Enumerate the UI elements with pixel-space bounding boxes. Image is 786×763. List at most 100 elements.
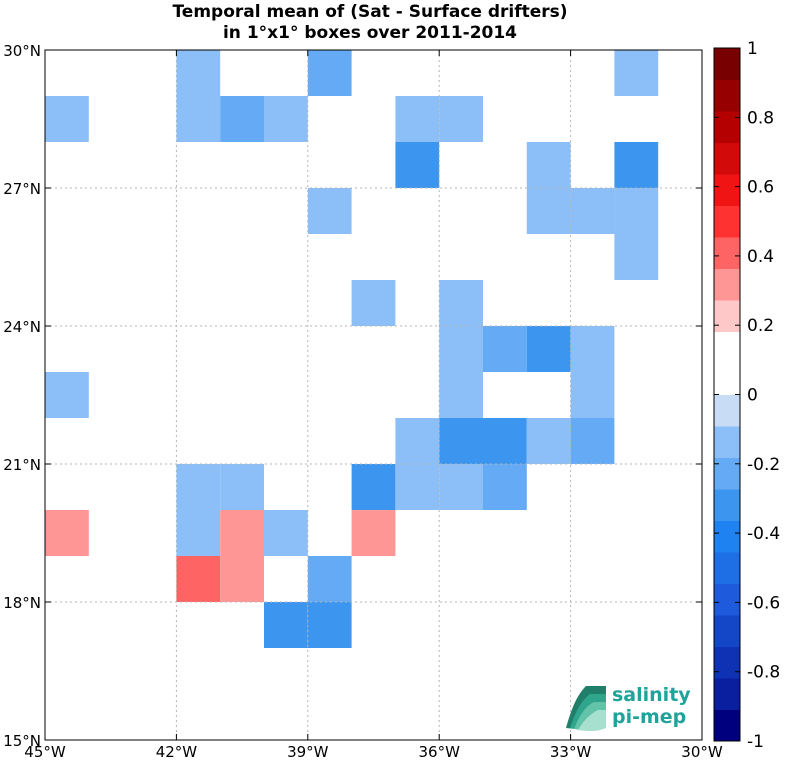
heatmap-cell xyxy=(439,418,483,464)
heatmap-cell xyxy=(483,510,527,556)
colorbar-tick-label: 0.4 xyxy=(747,247,774,267)
heatmap-cell xyxy=(614,50,659,96)
heatmap-cell xyxy=(176,556,221,602)
heatmap-cell xyxy=(439,464,483,510)
colorbar-tick-label: 0 xyxy=(747,386,758,406)
chart-title-line-1: Temporal mean of (Sat - Surface drifters… xyxy=(172,2,567,22)
colorbar-tick-label: 1 xyxy=(747,39,758,59)
colorbar-segment xyxy=(714,615,740,647)
colorbar-segment xyxy=(714,268,740,301)
heatmap-cell xyxy=(483,418,527,464)
logo-text-salinity: salinity xyxy=(612,684,691,706)
heatmap-cell xyxy=(351,464,396,510)
colorbar-segment xyxy=(714,331,740,364)
heatmap-cell xyxy=(351,280,396,326)
heatmap-cell xyxy=(570,326,615,372)
colorbar-segment xyxy=(714,237,740,269)
heatmap-cell xyxy=(395,96,440,142)
heatmap-cell xyxy=(395,142,440,188)
colorbar-tick-label: -0.8 xyxy=(747,663,780,683)
grid-lines xyxy=(45,50,702,740)
heatmap-cell xyxy=(220,96,264,142)
x-tick-label: 33°W xyxy=(550,743,592,761)
x-tick-label: 42°W xyxy=(156,743,198,761)
colorbar-segment xyxy=(714,520,740,553)
heatmap-cell xyxy=(351,510,396,556)
heatmap-cell xyxy=(176,510,221,556)
heatmap-cells xyxy=(45,50,659,648)
waves-icon xyxy=(566,686,606,732)
heatmap-cell xyxy=(176,96,221,142)
heatmap-cell xyxy=(220,464,264,510)
heatmap-cell xyxy=(570,418,615,464)
colorbar-tick-label: -0.6 xyxy=(747,593,780,613)
colorbar-tick-label: 0.2 xyxy=(747,316,774,336)
colorbar-tick-label: -1 xyxy=(747,732,764,752)
y-tick-label: 18°N xyxy=(3,594,41,612)
colorbar-segment xyxy=(714,205,740,238)
colorbar-tick-label: -0.4 xyxy=(747,524,780,544)
heatmap-cell xyxy=(307,50,352,96)
colorbar-segment xyxy=(714,457,740,490)
x-tick-label: 39°W xyxy=(287,743,329,761)
heatmap-cell xyxy=(395,464,440,510)
heatmap-cell xyxy=(45,510,89,556)
salinity-pi-mep-logo: salinity pi-mep xyxy=(566,684,691,732)
heatmap-cell xyxy=(45,96,89,142)
heatmap-cell xyxy=(307,188,352,234)
heatmap-cell xyxy=(264,510,308,556)
heatmap-cell xyxy=(439,372,483,418)
colorbar-segment xyxy=(714,79,740,112)
heatmap-cell xyxy=(45,372,89,418)
colorbar-segment xyxy=(714,426,740,458)
heatmap-cell xyxy=(570,372,615,418)
heatmap-cell xyxy=(176,464,221,510)
colorbar-segment xyxy=(714,48,740,80)
y-tick-label: 21°N xyxy=(3,456,41,474)
colorbar-segment xyxy=(714,552,740,584)
heatmap-cell xyxy=(439,326,483,372)
heatmap-cell xyxy=(307,556,352,602)
colorbar-segment xyxy=(714,142,740,175)
heatmap-cell xyxy=(264,602,308,648)
heatmap-cell xyxy=(526,326,571,372)
colorbar-segment xyxy=(714,174,740,206)
x-tick-label: 36°W xyxy=(418,743,460,761)
colorbar-segment xyxy=(714,363,740,395)
logo-text-pi-mep: pi-mep xyxy=(612,706,686,728)
colorbar-segment xyxy=(714,646,740,679)
heatmap-cell xyxy=(483,464,527,510)
heatmap-cell xyxy=(220,510,264,556)
y-tick-label: 15°N xyxy=(3,732,41,750)
heatmap-cell xyxy=(614,142,659,188)
heatmap-cell xyxy=(439,280,483,326)
colorbar: 1 0.8 0.6 0.4 0.2 0 -0.2 -0.4 -0.6 -0.8 -1 xyxy=(713,39,780,752)
colorbar-segment xyxy=(714,678,740,710)
colorbar-segment xyxy=(714,583,740,616)
y-tick-label: 24°N xyxy=(3,318,41,336)
x-tick-label: 30°W xyxy=(681,743,723,761)
heatmap-cell xyxy=(307,602,352,648)
heatmap-cell xyxy=(614,234,659,280)
y-tick-label: 30°N xyxy=(3,42,41,60)
colorbar-tick-label: -0.2 xyxy=(747,455,780,475)
heatmap-cell xyxy=(526,142,571,188)
chart-title: Temporal mean of (Sat - Surface drifters… xyxy=(172,2,567,43)
colorbar-segment xyxy=(714,394,740,427)
colorbar-segment xyxy=(714,709,740,742)
plot-frame xyxy=(44,49,703,741)
heatmap-cell xyxy=(570,188,615,234)
heatmap-cell xyxy=(483,326,527,372)
heatmap-cell xyxy=(176,50,221,96)
colorbar-tick-label: 0.6 xyxy=(747,178,774,198)
heatmap-cell xyxy=(439,96,483,142)
axis-ticks: 45°W 42°W 39°W 36°W 33°W 30°W 15°N 18°N 21°N 24°N… xyxy=(3,42,723,761)
heatmap-cell xyxy=(264,96,308,142)
colorbar-tick-label: 0.8 xyxy=(747,108,774,128)
heatmap-cell xyxy=(526,188,571,234)
heatmap-cell xyxy=(526,418,571,464)
heatmap-cell xyxy=(220,556,264,602)
heatmap-cell xyxy=(132,510,177,556)
colorbar-segment xyxy=(714,489,740,521)
